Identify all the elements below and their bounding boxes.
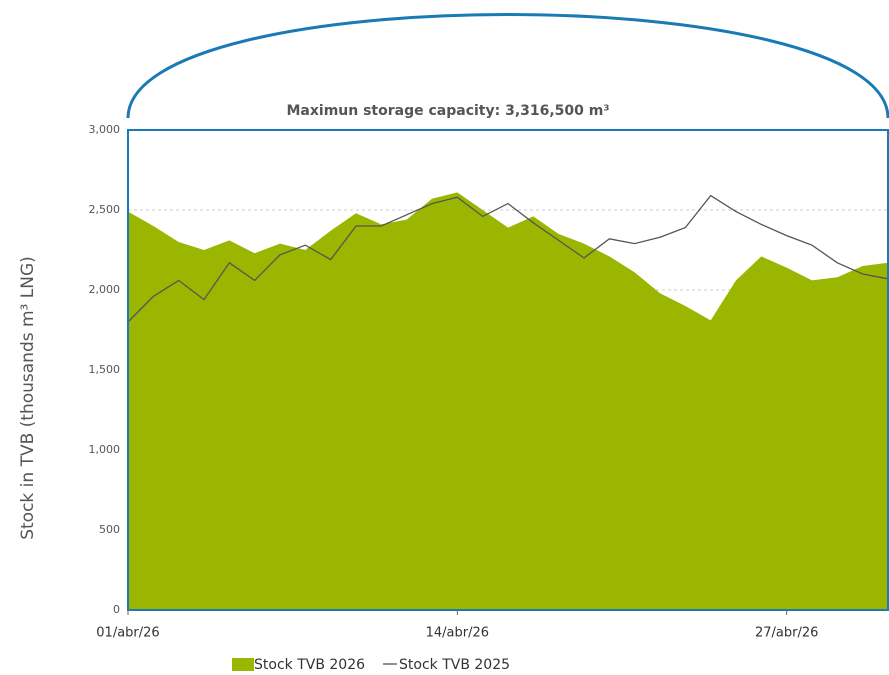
y-tick-label: 3,000 — [89, 123, 121, 136]
line-series — [127, 194, 889, 323]
capacity-arc — [126, 13, 889, 119]
y-axis-label: Stock in TVB (thousands m³ LNG) — [18, 256, 38, 540]
y-tick-label: 500 — [99, 523, 120, 536]
y-tick-label: 1,500 — [89, 363, 121, 376]
legend-swatch — [232, 658, 254, 671]
y-tick-label: 2,000 — [89, 283, 121, 296]
capacity-annotation: Maximun storage capacity: 3,316,500 m³ — [286, 103, 609, 119]
legend-label: Stock TVB 2026 — [254, 657, 365, 673]
legend-label: Stock TVB 2025 — [399, 657, 510, 673]
x-tick-label: 01/abr/26 — [96, 626, 159, 641]
x-tick-label: 27/abr/26 — [755, 626, 818, 641]
y-tick-label: 1,000 — [89, 443, 121, 456]
x-tick-label: 14/abr/26 — [426, 626, 489, 641]
area-series — [128, 192, 888, 610]
y-tick-label: 0 — [113, 603, 120, 616]
y-tick-label: 2,500 — [89, 203, 121, 216]
